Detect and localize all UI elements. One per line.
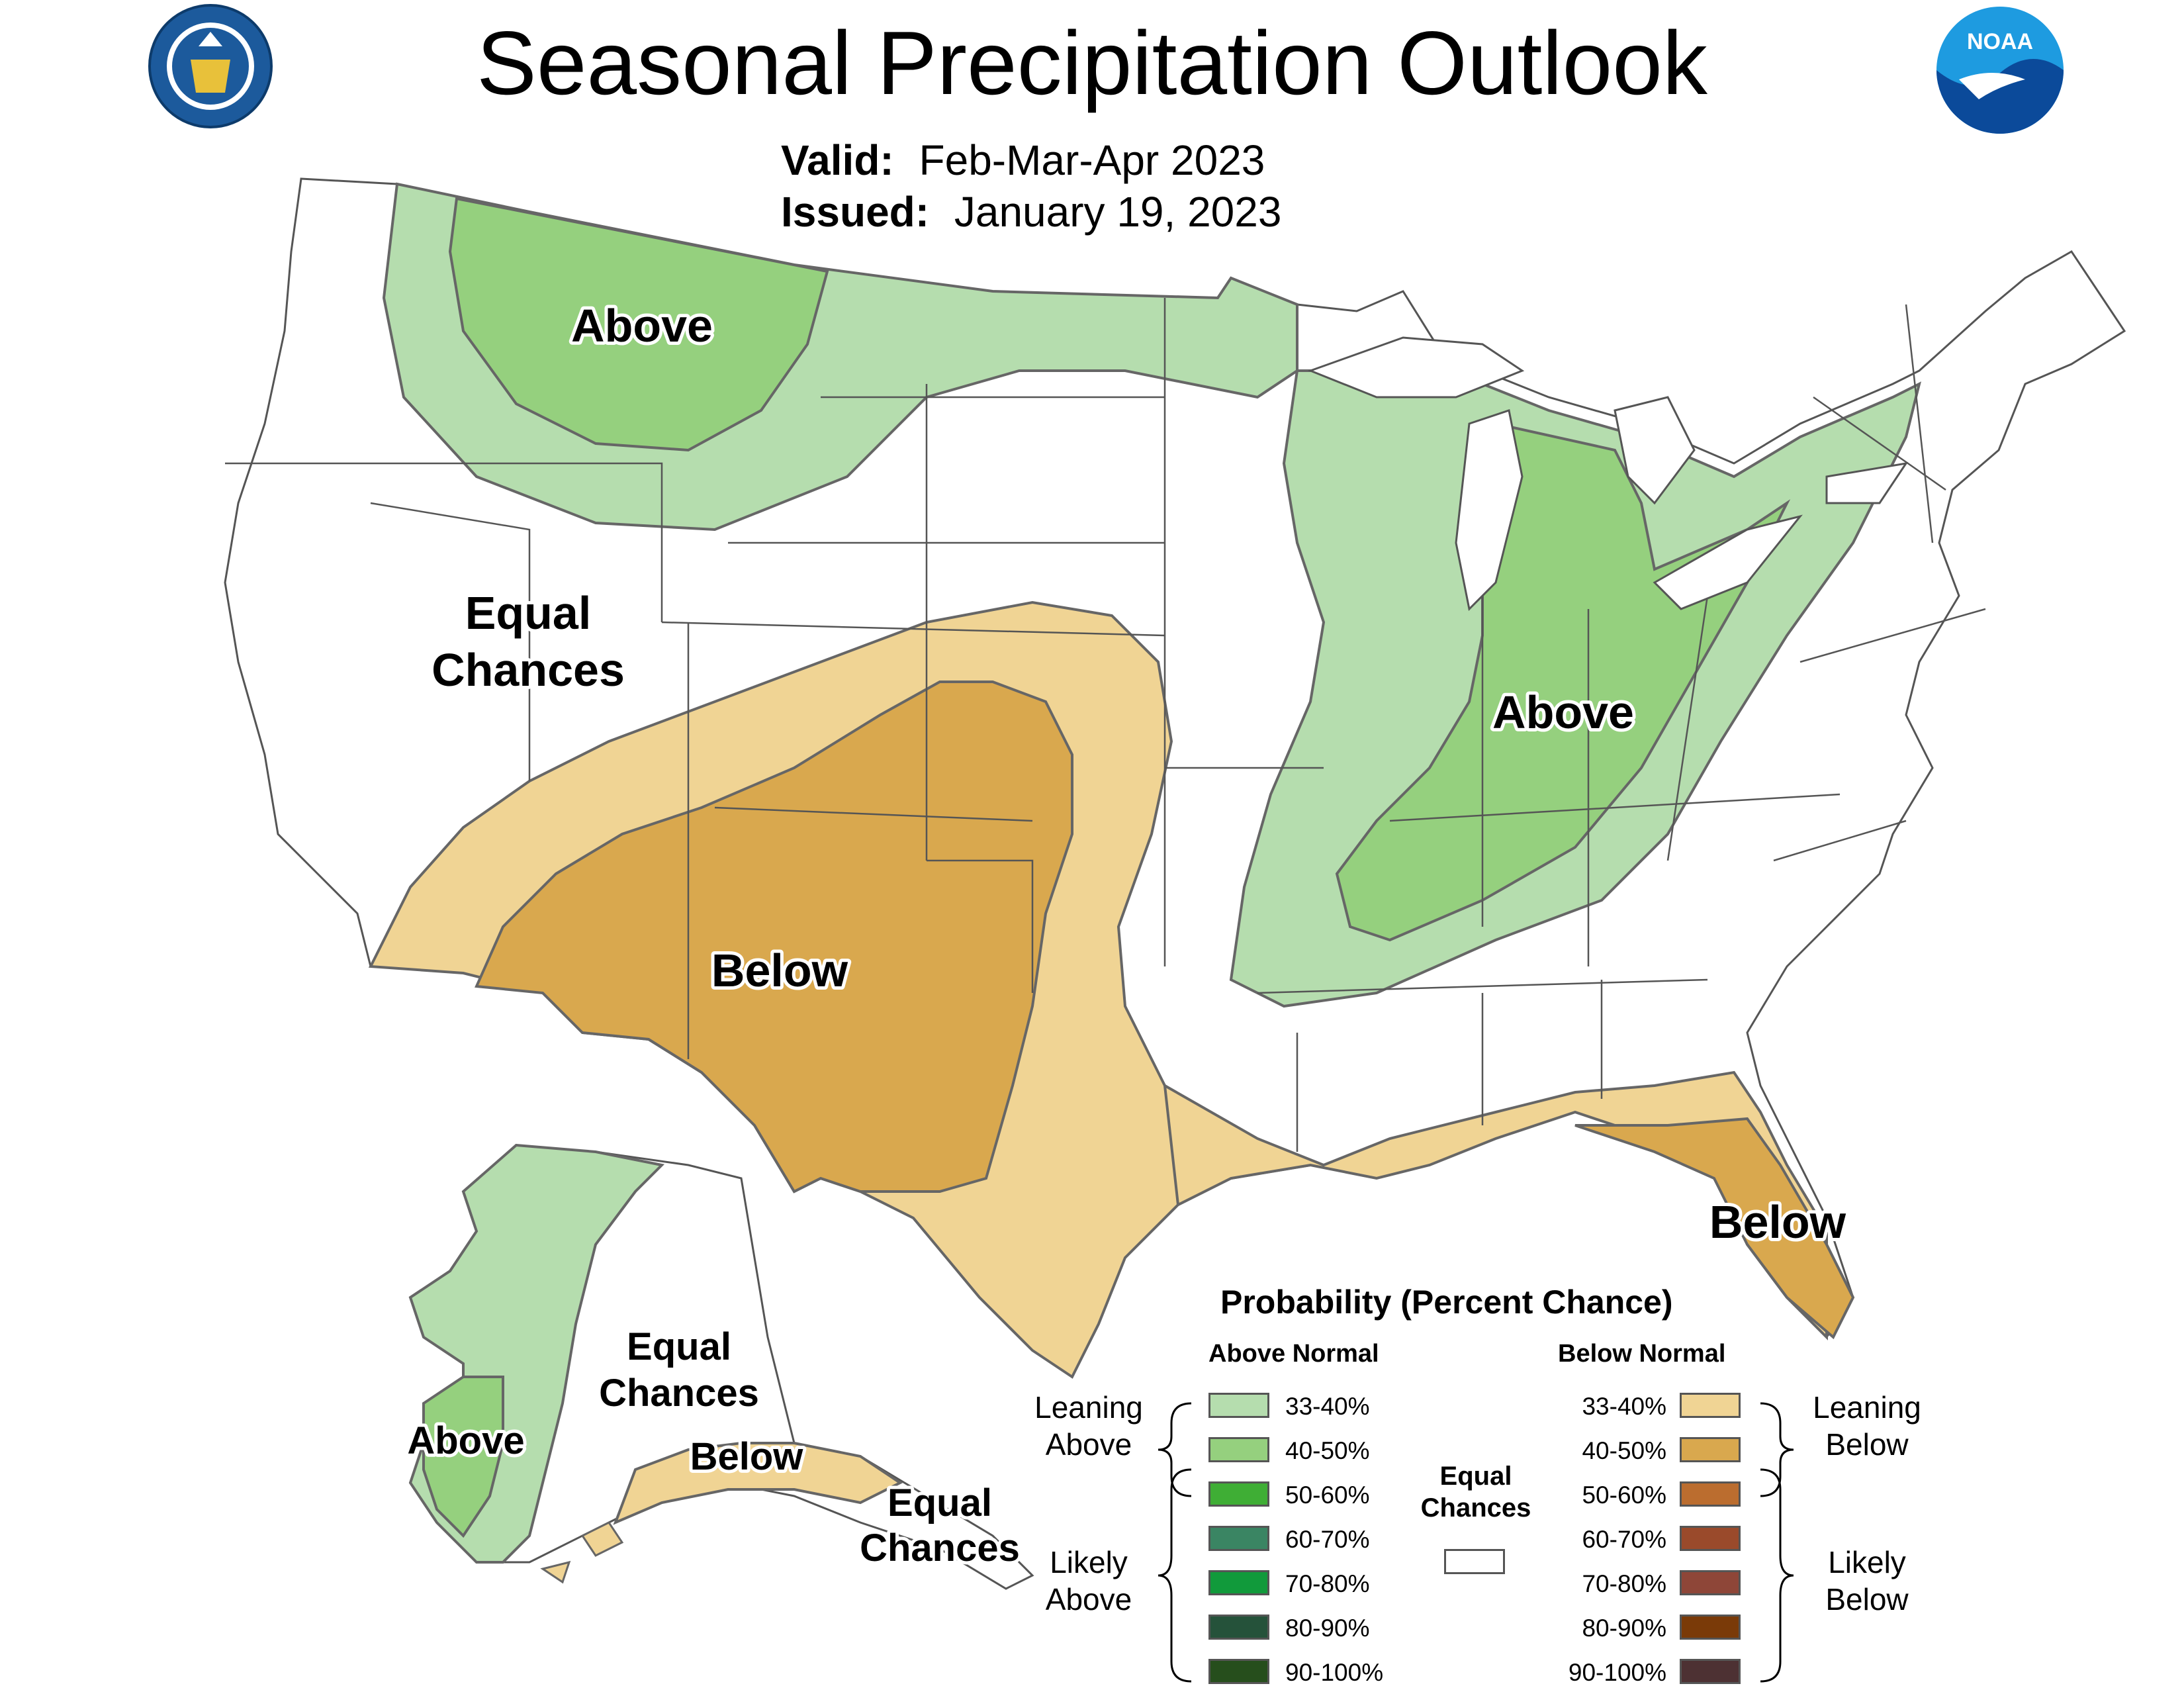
- valid-value: Feb-Mar-Apr 2023: [919, 136, 1265, 184]
- legend-below-swatch: [1680, 1570, 1741, 1595]
- issued-label: Issued:: [781, 188, 930, 236]
- issued-line: Issued: January 19, 2023: [781, 187, 1281, 237]
- legend-likely-above: Likely Above: [1019, 1544, 1158, 1618]
- state-boundaries: [225, 298, 1986, 1152]
- legend-above-percent: 33-40%: [1285, 1393, 1370, 1420]
- region-label-ohio-above: Above: [1492, 686, 1634, 738]
- legend-likely-below-line1: Likely: [1828, 1545, 1906, 1579]
- legend-below-percent: 33-40%: [1582, 1393, 1666, 1420]
- above-40-50-east: [1335, 422, 1791, 942]
- legend-below-swatch: [1680, 1481, 1741, 1507]
- noaa-logo: NOAA: [1936, 7, 2064, 134]
- legend-above-swatch: [1208, 1393, 1269, 1418]
- great-lakes: [1307, 336, 1909, 612]
- legend-equal-chances-line1: Equal: [1439, 1462, 1512, 1491]
- legend-equal-chances: Equal Chances: [1403, 1460, 1549, 1524]
- legend-below-percent: 90-100%: [1568, 1659, 1666, 1686]
- legend-below-percent: 70-80%: [1582, 1570, 1666, 1597]
- page-title: Seasonal Precipitation Outlook: [477, 13, 1707, 113]
- legend-above-percent: 50-60%: [1285, 1481, 1370, 1509]
- legend-below-swatch: [1680, 1437, 1741, 1462]
- legend-likely-below-line2: Below: [1825, 1582, 1909, 1617]
- noaa-logo-text: NOAA: [1967, 29, 2033, 54]
- legend-equal-chances-line2: Chances: [1420, 1493, 1531, 1523]
- legend-below-swatch: [1680, 1526, 1741, 1551]
- legend-above-percent: 80-90%: [1285, 1615, 1370, 1642]
- legend-above-percent: 60-70%: [1285, 1526, 1370, 1553]
- region-label-nw-above: Above: [571, 300, 713, 352]
- valid-label: Valid:: [781, 136, 894, 184]
- legend-leaning-below: Leaning Below: [1797, 1389, 1936, 1463]
- legend-leaning-above-line1: Leaning: [1034, 1390, 1143, 1425]
- legend-braces: [1158, 1402, 1794, 1683]
- legend-above-percent: 90-100%: [1285, 1659, 1384, 1686]
- region-label-west-ec: Equal: [465, 587, 592, 639]
- region-label-ak-above: Above: [407, 1419, 524, 1462]
- region-label-ak-se-ec: Equal: [887, 1481, 992, 1524]
- legend-likely-above-line1: Likely: [1050, 1545, 1128, 1579]
- alaska-islands: [540, 1521, 624, 1584]
- below-40-50-fl: [1574, 1117, 1855, 1340]
- legend-below-percent: 40-50%: [1582, 1437, 1666, 1464]
- valid-line: Valid: Feb-Mar-Apr 2023: [781, 135, 1265, 185]
- legend-likely-below: Likely Below: [1797, 1544, 1936, 1618]
- region-label-ak-below: Below: [690, 1435, 804, 1478]
- legend-above-percent: 70-80%: [1285, 1570, 1370, 1597]
- legend-below-percent: 80-90%: [1582, 1615, 1666, 1642]
- legend-below-header: Below Normal: [1558, 1340, 1726, 1368]
- legend-above-swatch: [1208, 1526, 1269, 1551]
- legend-below-swatch: [1680, 1615, 1741, 1640]
- alaska-below-33-40: [613, 1442, 903, 1525]
- issued-value: January 19, 2023: [954, 188, 1282, 236]
- region-label-sw-below: Below: [711, 945, 848, 996]
- legend-likely-above-line2: Above: [1045, 1582, 1132, 1617]
- alaska-above-40-50: [422, 1376, 504, 1538]
- region-label-west-ec-2: Chances: [432, 644, 625, 696]
- legend-title: Probability (Percent Chance): [1220, 1284, 1673, 1321]
- region-label-ak-ec-2: Chances: [599, 1372, 759, 1415]
- above-40-50-north: [448, 197, 829, 452]
- legend-below-swatch: [1680, 1659, 1741, 1684]
- legend-equal-chances-swatch: [1444, 1549, 1505, 1574]
- legend-above-swatch: [1208, 1437, 1269, 1462]
- legend-below-swatch: [1680, 1393, 1741, 1418]
- legend-leaning-above: Leaning Above: [1019, 1389, 1158, 1463]
- legend-above-swatch: [1208, 1659, 1269, 1684]
- region-label-fl-below: Below: [1709, 1196, 1846, 1248]
- legend-below-percent: 60-70%: [1582, 1526, 1666, 1553]
- region-label-ak-se-ec-2: Chances: [860, 1526, 1020, 1570]
- legend-above-swatch: [1208, 1570, 1269, 1595]
- legend-above-swatch: [1208, 1615, 1269, 1640]
- legend-below-percent: 50-60%: [1582, 1481, 1666, 1509]
- region-label-ak-ec: Equal: [627, 1325, 731, 1368]
- legend-leaning-below-line2: Below: [1825, 1427, 1909, 1462]
- legend-above-percent: 40-50%: [1285, 1437, 1370, 1464]
- legend-above-swatch: [1208, 1481, 1269, 1507]
- below-40-50-sw: [475, 680, 1073, 1194]
- department-of-commerce-seal: [148, 4, 273, 128]
- legend-above-header: Above Normal: [1208, 1340, 1379, 1368]
- legend-leaning-below-line1: Leaning: [1813, 1390, 1921, 1425]
- legend-leaning-above-line2: Above: [1045, 1427, 1132, 1462]
